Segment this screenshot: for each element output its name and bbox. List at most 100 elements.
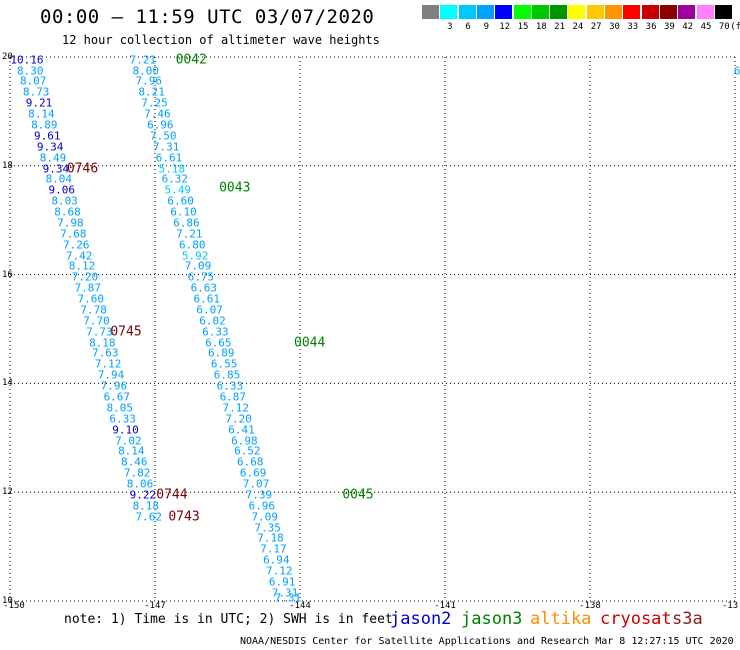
wave-height-value: 7.07 xyxy=(242,477,270,491)
wave-height-value: 6.32 xyxy=(161,172,189,186)
wave-height-value: 7.21 xyxy=(129,53,157,67)
wave-height-value: 5.18 xyxy=(158,162,186,176)
wave-height-value: 7.20 xyxy=(71,270,99,284)
wave-height-value: 10.16 xyxy=(10,53,44,67)
legend-label: 3 xyxy=(447,22,453,32)
footer-credit: NOAA/NESDIS Center for Satellite Applica… xyxy=(240,636,734,647)
legend-swatch xyxy=(531,5,549,19)
wave-height-value: 7.63 xyxy=(91,346,119,360)
pass-time-label: 0042 xyxy=(175,52,207,68)
wave-height-value: 7.73 xyxy=(86,325,113,339)
legend-label: 36 xyxy=(645,22,657,32)
wave-height-value: 6.61 xyxy=(155,151,183,165)
wave-height-value: 7.50 xyxy=(149,129,177,143)
wave-height-value: 6.61 xyxy=(193,292,220,306)
wave-height-value: 6.89 xyxy=(207,346,235,360)
wave-height-value: 6.55 xyxy=(210,357,238,371)
wave-height-value: 7.20 xyxy=(225,412,252,426)
legend-label: 70 xyxy=(718,22,730,32)
legend-swatch xyxy=(696,5,714,19)
lon-tick-label: -13 xyxy=(721,601,739,611)
footer-note: note: 1) Time is in UTC; 2) SWH is in fe… xyxy=(64,612,393,627)
wave-height-value: 6.63 xyxy=(190,281,218,295)
wave-height-value: 6.41 xyxy=(228,423,255,437)
wave-height-value: 9.34 xyxy=(42,162,70,176)
lon-tick-label: -138 xyxy=(579,601,601,611)
wave-height-value: 6.80 xyxy=(178,238,206,252)
wave-height-value: 8.21 xyxy=(138,85,165,99)
pass-time-label: 0043 xyxy=(219,180,251,196)
wave-height-value: 9.61 xyxy=(33,129,61,143)
wave-height-value: 7.26 xyxy=(62,238,90,252)
wave-height-value: 8.04 xyxy=(45,172,73,186)
wave-height-value: 8.89 xyxy=(31,118,58,132)
wave-height-value: 5.49 xyxy=(164,183,191,197)
lon-tick-label: -150 xyxy=(3,601,25,611)
wave-height-value: 8.18 xyxy=(89,336,116,350)
lon-tick-label: -147 xyxy=(144,601,166,611)
legend-swatch xyxy=(550,5,568,19)
legend-swatch xyxy=(568,5,586,19)
wave-height-value: 7.60 xyxy=(77,292,104,306)
wave-height-value: 7.25 xyxy=(141,96,168,110)
legend-swatch xyxy=(605,5,622,19)
wave-height-value: 7.39 xyxy=(245,488,273,502)
wave-height-value: 6.02 xyxy=(199,314,226,328)
wave-height-value: 7.17 xyxy=(260,542,287,556)
wave-height-value: 7.09 xyxy=(251,510,278,524)
wave-height-value: 7.94 xyxy=(97,368,125,382)
legend-label: 24 xyxy=(572,22,584,32)
wave-height-value: 7.42 xyxy=(65,249,93,263)
wave-height-value: 8.00 xyxy=(132,64,160,78)
legend-label: 33 xyxy=(627,22,639,32)
lat-tick-label: 10 xyxy=(2,596,13,606)
wave-height-value: 6.75 xyxy=(187,270,215,284)
wave-height-value: 7.31 xyxy=(271,586,299,600)
pass-time-label: 0743 xyxy=(168,509,200,525)
wave-height-value: 6.87 xyxy=(219,390,247,404)
legend-label: 6 xyxy=(465,22,471,32)
wave-height-value: 7.62 xyxy=(135,510,162,524)
wave-height-value: 8.68 xyxy=(54,205,81,219)
wave-height-value: 7.82 xyxy=(123,466,151,480)
legend-swatch xyxy=(714,5,732,19)
wave-height-value: 7.31 xyxy=(274,591,302,605)
wave-height-value: 6.33 xyxy=(202,325,229,339)
wave-height-value: 6.10 xyxy=(170,205,197,219)
legend-swatch xyxy=(659,5,677,19)
legend-swatch xyxy=(422,5,439,19)
wave-height-value: 9.06 xyxy=(48,183,75,197)
wave-height-value: 6.65 xyxy=(205,336,232,350)
lat-tick-label: 20 xyxy=(2,52,13,62)
wave-height-value: 6.86 xyxy=(173,216,200,230)
satellite-s3a: s3a xyxy=(672,609,703,629)
legend-swatch xyxy=(440,5,458,19)
wave-height-value: 8.03 xyxy=(51,194,78,208)
wave-height-value: 7.96 xyxy=(135,74,162,88)
wave-height-value: 6.94 xyxy=(263,553,290,567)
wave-height-value: 6.52 xyxy=(234,444,261,458)
legend-swatch xyxy=(586,5,604,19)
wave-height-value: 7.35 xyxy=(254,521,281,535)
wave-height-value: 7.21 xyxy=(176,227,203,241)
wave-height-value: 8.07 xyxy=(19,74,47,88)
satellite-jason2: jason2 xyxy=(390,609,452,629)
wave-height-value: 9.21 xyxy=(25,96,53,110)
legend-label: 18 xyxy=(535,22,547,32)
wave-height-value: 6.98 xyxy=(231,434,258,448)
wave-height-value: 6.96 xyxy=(248,499,276,513)
legend-swatch xyxy=(458,5,476,19)
wave-height-value: 6.85 xyxy=(213,368,241,382)
wave-height-value: 6.91 xyxy=(268,575,296,589)
wave-height-value: 8.14 xyxy=(118,444,145,458)
legend-label: 9 xyxy=(483,22,490,32)
map-subtitle: 12 hour collection of altimeter wave hei… xyxy=(62,33,380,47)
wave-height-value: 9.22 xyxy=(129,488,157,502)
wave-height-value: 6.96 xyxy=(147,118,174,132)
map-title: 00:00 — 11:59 UTC 03/07/2020 xyxy=(40,6,375,28)
legend-label: 45 xyxy=(700,22,712,32)
lon-tick-label: -141 xyxy=(434,601,456,611)
wave-height-value: 7.09 xyxy=(184,259,212,273)
wave-height-value: 7.12 xyxy=(222,401,249,415)
wave-height-value: 7.12 xyxy=(265,564,293,578)
